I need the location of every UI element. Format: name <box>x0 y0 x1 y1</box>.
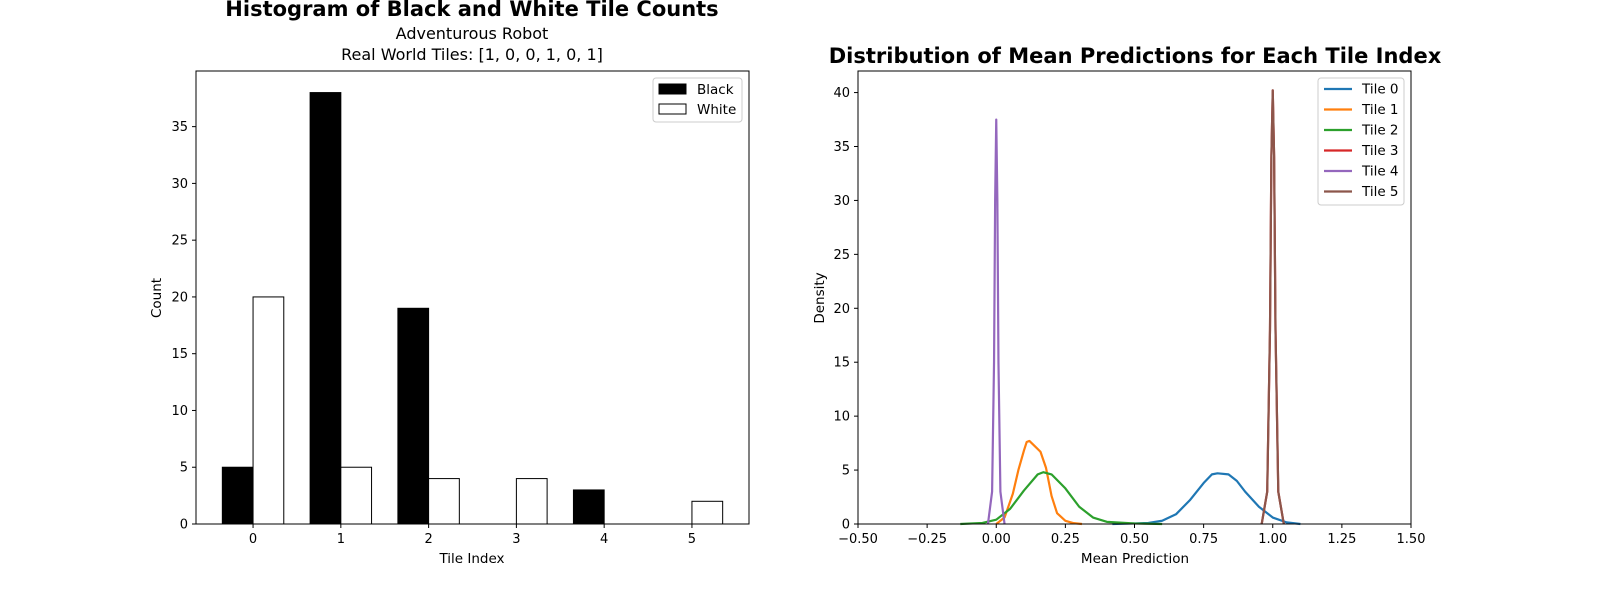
y-tick-label: 20 <box>171 290 188 305</box>
x-tick-label: 0.75 <box>1189 532 1218 547</box>
legend-label-tile-2: Tile 2 <box>1361 123 1399 139</box>
legend-label-tile-0: Tile 0 <box>1361 82 1399 98</box>
y-tick-label: 25 <box>833 248 850 263</box>
histogram-subtitle-2: Real World Tiles: [1, 0, 0, 1, 0, 1] <box>341 45 603 64</box>
x-tick-label: 4 <box>600 532 608 547</box>
bar-white-tile-3 <box>515 478 548 525</box>
bar-white-tile-2 <box>428 478 460 525</box>
density-ylabel: Density <box>812 272 828 323</box>
y-tick-label: 30 <box>833 194 850 209</box>
x-tick-label: 0.25 <box>1051 532 1080 547</box>
histogram-xlabel: Tile Index <box>438 551 504 567</box>
x-tick-label: 5 <box>688 532 696 547</box>
legend-label-tile-5: Tile 5 <box>1361 184 1399 200</box>
y-tick-label: 5 <box>180 461 188 476</box>
histogram-plot-frame <box>195 70 750 525</box>
histogram-title: Histogram of Black and White Tile Counts <box>225 0 718 21</box>
density-lines <box>960 89 1301 526</box>
density-line-tile-2 <box>960 471 1163 526</box>
histogram-ylabel: Count <box>149 278 165 318</box>
legend-label-tile-4: Tile 4 <box>1361 164 1399 180</box>
density-plot-frame <box>857 70 1412 525</box>
legend-black-swatch <box>658 83 687 95</box>
legend-black-label: Black <box>697 82 734 98</box>
bar-white-tile-1 <box>340 466 373 525</box>
density-line-tile-4 <box>986 118 1006 525</box>
x-tick-label: 1.50 <box>1397 532 1426 547</box>
density-xlabel: Mean Prediction <box>1081 551 1189 567</box>
y-tick-label: 10 <box>171 404 188 419</box>
x-tick-label: 2 <box>424 532 432 547</box>
y-tick-label: 25 <box>171 234 188 249</box>
histogram-chart: Histogram of Black and White Tile Counts… <box>149 0 750 567</box>
density-legend: Tile 0 Tile 1 Tile 2 Tile 3 Tile 4 Tile 5 <box>1317 77 1405 206</box>
histogram-bars <box>221 92 724 525</box>
bar-black-tile-2 <box>397 307 430 525</box>
y-tick-label: 15 <box>833 356 850 371</box>
y-tick-label: 35 <box>171 120 188 135</box>
x-tick-label: 0 <box>249 532 257 547</box>
bar-black-tile-1 <box>309 92 342 525</box>
bar-white-tile-5 <box>691 500 724 525</box>
density-line-tile-5 <box>1260 89 1285 525</box>
histogram-subtitle-1: Adventurous Robot <box>396 24 549 43</box>
density-chart: Distribution of Mean Predictions for Eac… <box>812 44 1442 567</box>
y-tick-label: 0 <box>842 518 850 533</box>
bar-white-tile-0 <box>252 296 285 525</box>
x-tick-label: −0.25 <box>907 532 947 547</box>
y-tick-label: 15 <box>171 347 188 362</box>
x-tick-label: 1.25 <box>1327 532 1356 547</box>
y-tick-label: 10 <box>833 410 850 425</box>
density-axes: −0.50 −0.25 0.00 0.25 0.50 0.75 1.00 1.25 1.50 0 5… <box>833 86 1425 547</box>
x-tick-label: −0.50 <box>838 532 878 547</box>
density-line-tile-1 <box>995 439 1083 526</box>
y-tick-label: 30 <box>171 177 188 192</box>
bar-black-tile-0 <box>221 466 254 525</box>
y-tick-label: 20 <box>833 302 850 317</box>
density-title: Distribution of Mean Predictions for Eac… <box>829 44 1442 68</box>
histogram-legend: Black White <box>652 77 743 123</box>
histogram-axes: 0 1 2 3 4 5 0 5 10 15 20 25 30 35 <box>171 120 696 547</box>
y-tick-label: 40 <box>833 86 850 101</box>
x-tick-label: 1 <box>337 532 345 547</box>
x-tick-label: 0.00 <box>982 532 1011 547</box>
x-tick-label: 3 <box>512 532 520 547</box>
y-tick-label: 5 <box>842 464 850 479</box>
legend-label-tile-1: Tile 1 <box>1361 102 1399 118</box>
y-tick-label: 0 <box>180 518 188 533</box>
density-line-tile-3 <box>1260 89 1285 525</box>
bar-black-tile-4 <box>572 489 605 525</box>
legend-label-tile-3: Tile 3 <box>1361 143 1399 159</box>
x-tick-label: 0.50 <box>1120 532 1149 547</box>
legend-white-swatch <box>658 103 687 115</box>
x-tick-label: 1.00 <box>1258 532 1287 547</box>
density-line-tile-0 <box>1112 472 1301 526</box>
y-tick-label: 35 <box>833 140 850 155</box>
legend-white-label: White <box>697 102 736 118</box>
